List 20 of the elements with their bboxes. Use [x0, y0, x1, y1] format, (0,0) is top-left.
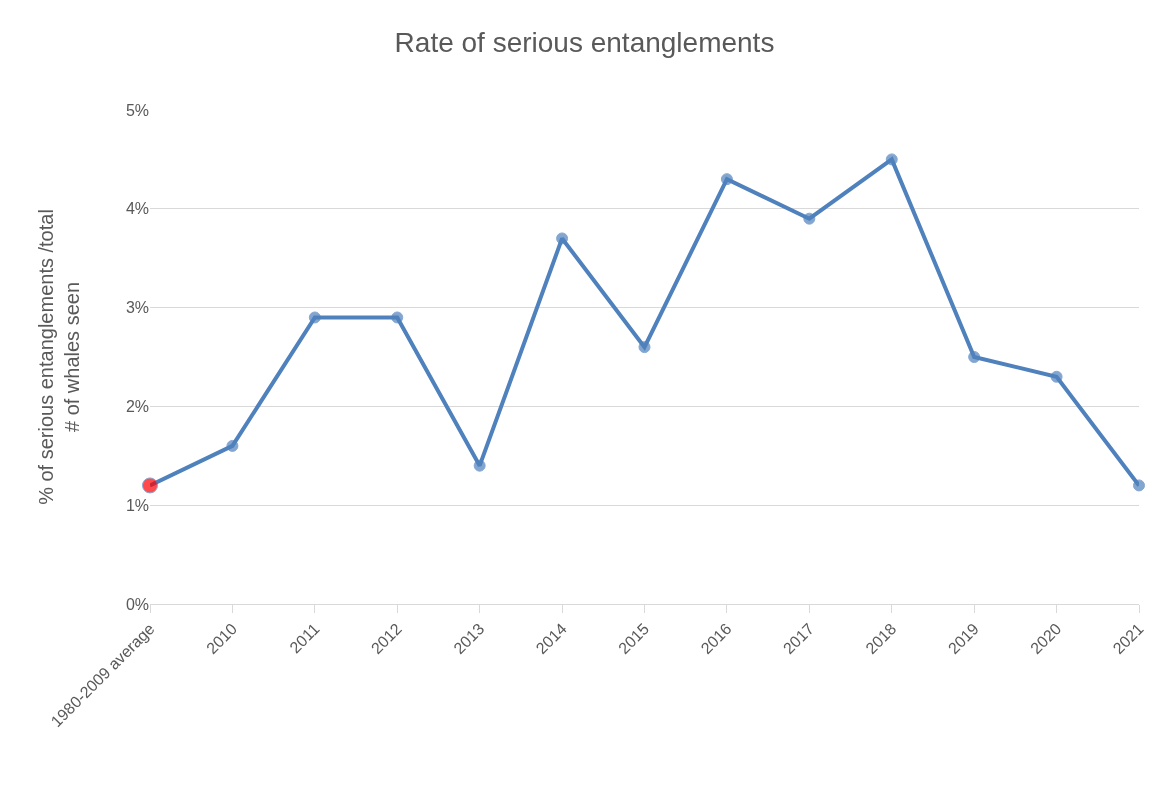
- chart-title: Rate of serious entanglements: [394, 26, 775, 58]
- point: [226, 439, 239, 452]
- point: [885, 153, 898, 166]
- point: [1133, 479, 1145, 492]
- point: [391, 311, 404, 324]
- y-tick-label: 4%: [125, 200, 149, 218]
- y-axis-title: % of serious entanglements /total # of whales seen: [35, 209, 84, 505]
- point: [556, 232, 569, 245]
- y-tick-label: 0%: [125, 595, 149, 613]
- y-tick-label: 2%: [125, 398, 149, 415]
- point: [308, 311, 321, 324]
- y-tick-label: 5%: [125, 101, 149, 119]
- y-tick-label: 1%: [125, 496, 149, 514]
- y-tick-label: 3%: [125, 299, 149, 317]
- point: [803, 212, 816, 225]
- point: [473, 459, 486, 472]
- point: [1050, 370, 1063, 383]
- point: [968, 351, 981, 363]
- point: [638, 341, 651, 354]
- point: [720, 173, 733, 186]
